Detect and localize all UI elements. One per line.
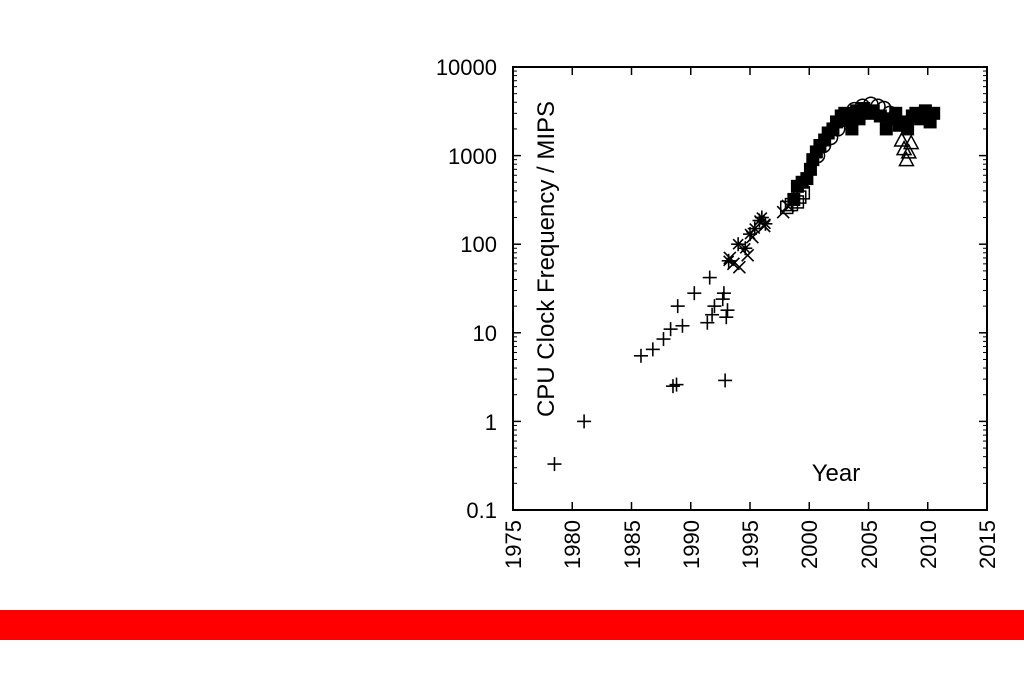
data-point-plus (669, 377, 684, 392)
data-point-plus (687, 286, 702, 301)
data-point-plus (719, 310, 734, 325)
data-point-square-filled (927, 106, 941, 120)
data-point-plus (716, 286, 731, 301)
data-point-circle-open (882, 105, 898, 122)
plot-frame (512, 66, 988, 511)
x-tick-label: 1975 (501, 520, 526, 569)
data-point-plus (702, 270, 717, 285)
y-tick-label: 10 (473, 321, 497, 346)
data-point-circle-open (854, 98, 871, 115)
data-point-star (721, 253, 736, 268)
x-tick-label: 2000 (797, 520, 822, 569)
data-point-plus (633, 348, 648, 363)
data-point-x (732, 260, 746, 274)
x-tick-label: 1980 (560, 520, 585, 569)
data-point-plus (705, 307, 720, 322)
data-point-square-filled (787, 192, 801, 206)
x-tick-label: 1995 (738, 520, 763, 569)
y-tick-label: 1 (485, 410, 497, 435)
data-point-star (738, 241, 753, 256)
data-point-plus (577, 414, 592, 429)
data-point-plus (645, 342, 660, 357)
x-tick-label: 1990 (679, 520, 704, 569)
data-point-plus (720, 303, 735, 318)
data-point-triangle-open (900, 143, 918, 159)
x-tick-label: 2010 (916, 520, 941, 569)
data-point-plus (675, 318, 690, 333)
data-point-triangle-open (902, 134, 920, 150)
data-point-plus (718, 373, 733, 388)
data-point-star (747, 221, 762, 236)
axis-ticks (512, 66, 988, 511)
y-axis-title: CPU Clock Frequency / MIPS (533, 101, 560, 417)
data-point-circle-open (846, 101, 863, 118)
x-tick-label: 2005 (857, 520, 882, 569)
data-point-triangle-open (898, 151, 915, 167)
data-point-x (741, 248, 755, 262)
data-point-star (758, 216, 773, 231)
data-point-circle-open (838, 109, 854, 126)
data-point-square-filled (901, 122, 915, 136)
data-point-plus (547, 457, 562, 472)
data-point-plus (663, 322, 678, 337)
y-tick-label: 100 (460, 232, 497, 257)
data-point-plus (665, 379, 680, 394)
y-tick-label: 1000 (448, 144, 497, 169)
data-point-plus (700, 315, 715, 330)
data-point-x (776, 205, 790, 219)
y-tick-label: 10000 (436, 55, 497, 80)
x-axis-title: Year (812, 460, 861, 487)
x-tick-label: 1985 (620, 520, 645, 569)
data-marks (547, 96, 941, 472)
x-tick-label: 2015 (975, 520, 1000, 569)
red-footer-band (0, 610, 1024, 640)
data-point-star (731, 237, 746, 252)
data-point-plus (715, 292, 730, 307)
data-point-plus (670, 299, 685, 314)
data-point-plus (707, 299, 722, 314)
y-tick-label: 0.1 (466, 498, 497, 523)
data-point-plus (656, 332, 671, 347)
data-point-square-filled (845, 122, 859, 136)
plot-panel (418, 52, 1024, 592)
data-point-circle-open (829, 121, 846, 137)
